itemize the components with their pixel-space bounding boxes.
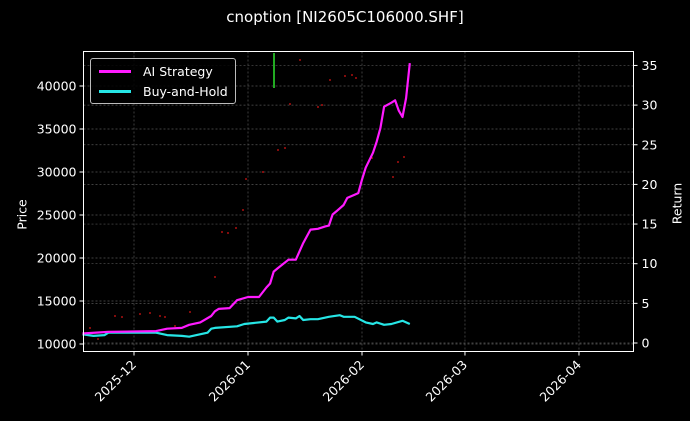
y-tick-label: 15000 <box>37 294 77 309</box>
legend-item-ai-strategy: AI Strategy <box>99 62 213 80</box>
chart-title: cnoption [NI2605C106000.SHF] <box>226 8 464 26</box>
legend-label: AI Strategy <box>143 63 213 79</box>
x-tick-label: 2025-12 <box>92 357 140 405</box>
y-tick-label: 20000 <box>37 251 77 266</box>
legend-label: Buy-and-Hold <box>143 83 228 99</box>
plot-frame <box>83 51 634 352</box>
legend-item-buy-and-hold: Buy-and-Hold <box>99 82 228 100</box>
x-tick-label: 2026-02 <box>320 357 368 405</box>
grid-lines <box>83 51 634 352</box>
y-tick-label: 10000 <box>37 337 77 352</box>
legend-swatch-ai <box>99 69 131 73</box>
y-axis-label-left: Price <box>14 199 30 230</box>
y2-tick-label: 25 <box>642 137 658 152</box>
y2-tick-label: 5 <box>642 296 650 311</box>
y-tick-label: 30000 <box>37 165 77 180</box>
legend: AI Strategy Buy-and-Hold <box>90 58 236 104</box>
y2-tick-label: 20 <box>642 177 658 192</box>
axis-ticks: 2025-12 2026-01 2026-02 2026-03 2026-04 10000… <box>37 58 658 405</box>
y2-tick-label: 10 <box>642 256 658 271</box>
x-tick-label: 2026-03 <box>423 357 471 405</box>
y-axis-label-right: Return <box>669 182 685 225</box>
y-tick-label: 40000 <box>37 79 77 94</box>
y-tick-label: 25000 <box>37 208 77 223</box>
y2-tick-label: 15 <box>642 217 658 232</box>
y-tick-label: 35000 <box>37 122 77 137</box>
y2-tick-label: 30 <box>642 98 658 113</box>
ai-strategy-line <box>82 62 411 335</box>
scatter-dots <box>89 59 405 340</box>
buy-and-hold-line <box>82 314 411 338</box>
y2-tick-label: 35 <box>642 58 658 73</box>
x-tick-label: 2026-04 <box>537 357 585 405</box>
y2-tick-label: 0 <box>642 336 650 351</box>
legend-swatch-bh <box>99 89 131 93</box>
x-tick-label: 2026-01 <box>206 357 254 405</box>
